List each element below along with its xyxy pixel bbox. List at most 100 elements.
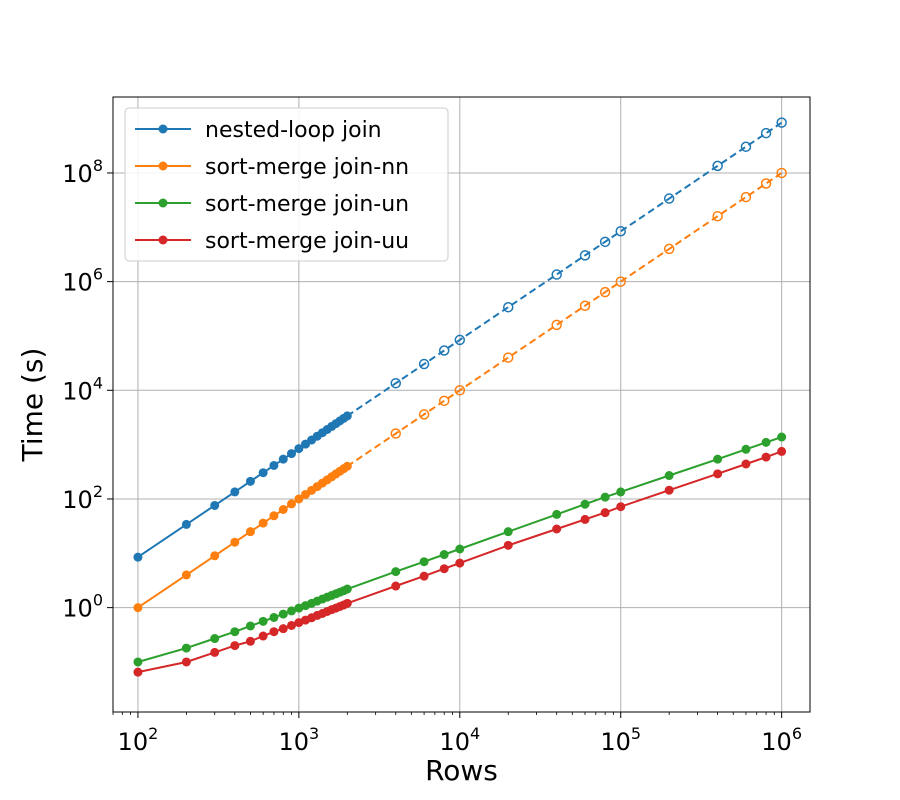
data-point [258, 468, 268, 478]
projected-point [599, 236, 611, 248]
projected-point [663, 243, 675, 255]
data-point [181, 643, 191, 653]
data-point [342, 584, 352, 594]
data-point [503, 527, 513, 537]
y-tick-exponent: 6 [93, 265, 103, 284]
data-point [580, 499, 590, 509]
y-tick-label: 102 [62, 482, 103, 514]
data-point [258, 518, 268, 528]
projected-point [454, 334, 466, 346]
data-point [278, 504, 288, 514]
plot-area [112, 96, 811, 713]
data-point [286, 620, 296, 630]
projected-point [438, 345, 450, 356]
data-point [741, 444, 751, 454]
projected-point [760, 127, 772, 139]
data-point [278, 624, 288, 634]
data-point [269, 627, 279, 637]
legend-marker [158, 161, 168, 171]
data-point [210, 647, 220, 657]
data-point [664, 485, 674, 495]
data-point [391, 567, 401, 577]
projected-point [615, 226, 626, 237]
data-point [777, 432, 787, 442]
legend-label: sort-merge join-uu [205, 229, 409, 254]
projected-point [599, 286, 611, 298]
data-point [600, 508, 610, 518]
data-point [552, 524, 562, 534]
x-axis-title: Rows [425, 754, 498, 787]
projected-point [418, 409, 430, 420]
data-point [269, 511, 279, 521]
data-point [258, 616, 268, 626]
projected-point [615, 276, 626, 287]
projected-point [551, 319, 562, 331]
data-point [278, 454, 288, 464]
x-tick-exponent: 4 [470, 724, 480, 743]
series-sort-merge-join-nn [133, 167, 787, 613]
projected-point [776, 117, 787, 128]
y-tick-base: 10 [62, 486, 93, 514]
y-tick-exponent: 8 [93, 156, 103, 175]
legend-box [124, 107, 449, 262]
data-point [503, 540, 513, 550]
data-point [133, 552, 143, 562]
x-tick-exponent: 2 [148, 724, 158, 743]
data-point [761, 437, 771, 447]
legend-label: nested-loop join [205, 118, 382, 143]
y-tick-label: 104 [62, 373, 103, 405]
data-point [741, 459, 751, 469]
x-tick-exponent: 5 [631, 724, 641, 743]
data-point [258, 631, 268, 641]
projected-point [551, 269, 562, 280]
data-point [245, 527, 255, 537]
projected-point [579, 250, 591, 261]
data-point [342, 411, 352, 421]
projected-point [740, 191, 752, 203]
y-tick-label: 108 [62, 156, 103, 188]
data-point [133, 657, 143, 667]
data-point [181, 657, 191, 667]
legend: nested-loop join sort-merge join-nn sort-m… [124, 107, 449, 262]
data-point [439, 550, 449, 560]
projected-point [454, 385, 466, 396]
data-point [777, 446, 787, 456]
y-tick-base: 10 [62, 160, 93, 188]
data-point [419, 571, 429, 581]
data-point [455, 558, 465, 568]
projected-point [390, 377, 402, 389]
data-point [181, 519, 191, 529]
y-tick-base: 10 [62, 269, 93, 297]
projected-point [418, 358, 430, 370]
projected-point [579, 300, 591, 311]
data-point [455, 544, 465, 554]
legend-marker [158, 124, 168, 134]
series-layer [133, 117, 787, 677]
x-tick-exponent: 6 [792, 724, 802, 743]
projected-point [502, 301, 514, 313]
y-tick-label: 106 [62, 265, 103, 297]
data-point [439, 564, 449, 574]
data-point [210, 500, 220, 510]
y-tick-base: 10 [62, 377, 93, 405]
legend-marker [158, 198, 168, 208]
data-point [230, 641, 240, 651]
data-point [210, 634, 220, 644]
data-point [286, 449, 296, 459]
data-point [210, 551, 220, 561]
y-tick-exponent: 4 [93, 373, 103, 392]
data-point [133, 667, 143, 677]
data-point [600, 492, 610, 502]
data-point [245, 621, 255, 631]
data-point [391, 581, 401, 591]
data-point [664, 471, 674, 481]
data-point [269, 460, 279, 470]
data-point [286, 606, 296, 616]
data-point [133, 603, 143, 613]
projected-point [712, 210, 723, 222]
y-tick-exponent: 0 [93, 591, 103, 610]
y-tick-exponent: 2 [93, 482, 103, 501]
y-tick-label: 100 [62, 591, 103, 623]
projected-point [390, 428, 402, 439]
